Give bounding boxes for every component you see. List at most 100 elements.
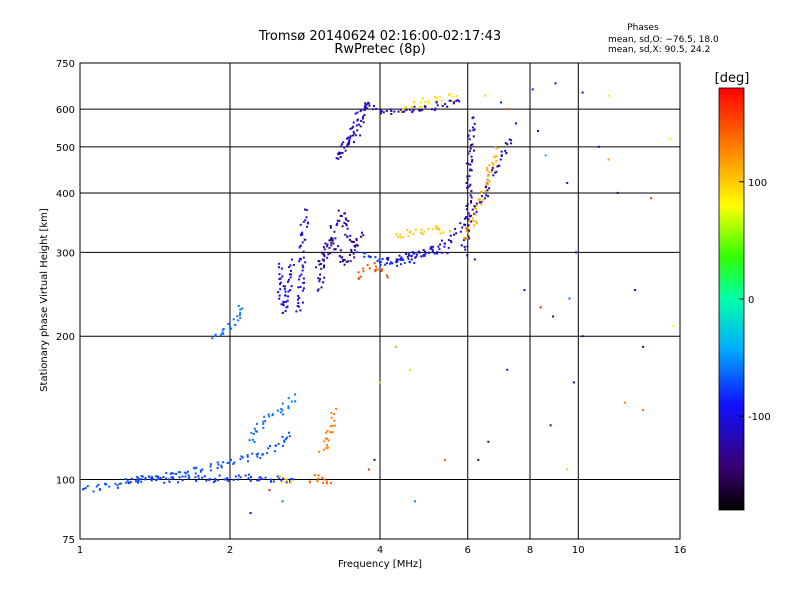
data-point [349,260,352,263]
data-point [187,474,190,477]
data-point [348,254,351,256]
data-point [413,500,416,503]
data-point [423,105,426,108]
data-point [397,258,400,261]
phases-o-stats: mean, sd,O: −76.5, 18.0 [608,35,719,45]
data-point [469,147,472,150]
data-point [465,208,468,211]
data-point [282,303,285,306]
data-point [438,248,441,251]
data-point [250,431,253,434]
data-point [334,237,337,240]
data-point [287,278,290,281]
data-point [280,407,283,410]
data-point [341,260,344,263]
data-point [287,280,289,283]
data-point [304,219,307,222]
data-point [148,475,151,478]
data-point [385,109,388,112]
data-point [568,297,571,300]
data-point [209,469,212,472]
data-point [201,476,204,479]
data-point [287,290,290,293]
data-point [357,123,360,126]
data-point [366,107,369,110]
data-point [280,267,283,270]
data-point [286,436,288,439]
data-point [348,141,351,144]
data-point [281,409,284,412]
data-point [261,477,264,480]
data-point [272,480,275,483]
data-point [462,239,465,242]
data-point [356,251,359,254]
data-point [455,99,458,102]
data-point [364,252,367,255]
data-point [194,476,197,479]
data-point [323,266,325,269]
data-point [326,429,329,432]
data-point [362,121,365,124]
data-point [205,479,208,482]
data-point [364,105,367,108]
data-point [302,277,305,280]
data-point [289,477,292,480]
data-point [436,251,439,254]
data-points [82,82,675,515]
data-point [473,128,476,131]
data-point [362,270,365,273]
data-point [278,278,281,280]
data-point [411,251,414,254]
data-point [194,467,197,470]
data-point [465,230,468,232]
data-point [279,283,281,285]
data-point [222,332,225,335]
data-point [471,159,474,161]
data-point [299,223,302,226]
data-point [354,112,357,115]
data-point [470,196,473,199]
data-point [283,301,285,304]
data-point [263,415,266,418]
data-point [353,240,355,243]
data-point [440,239,443,242]
data-point [348,138,351,141]
data-point [208,479,211,481]
data-point [346,235,349,238]
data-point [304,208,306,211]
data-point [412,233,415,236]
data-point [281,311,284,314]
data-point [328,246,331,249]
data-point [279,281,282,284]
data-point [456,99,459,102]
data-point [228,325,231,328]
data-point [163,481,166,484]
data-point [474,220,477,223]
data-point [406,255,409,258]
data-point [369,255,372,258]
data-point [390,113,393,115]
data-point [359,275,362,278]
data-point [155,479,158,482]
data-point [459,230,462,233]
data-point [487,440,490,443]
data-point [340,145,342,148]
data-point [341,225,344,228]
data-point [494,171,497,174]
data-point [331,431,334,434]
data-point [480,200,483,203]
data-point [400,263,402,266]
data-point [320,267,323,270]
data-point [330,241,333,244]
data-point [506,368,509,371]
data-point [162,476,165,479]
data-point [343,146,346,149]
data-point [480,203,483,206]
data-point [427,100,430,102]
data-point [465,162,468,165]
data-point [256,455,259,458]
data-point [395,259,398,262]
data-point [105,483,108,486]
data-point [397,235,400,238]
data-point [420,228,423,231]
